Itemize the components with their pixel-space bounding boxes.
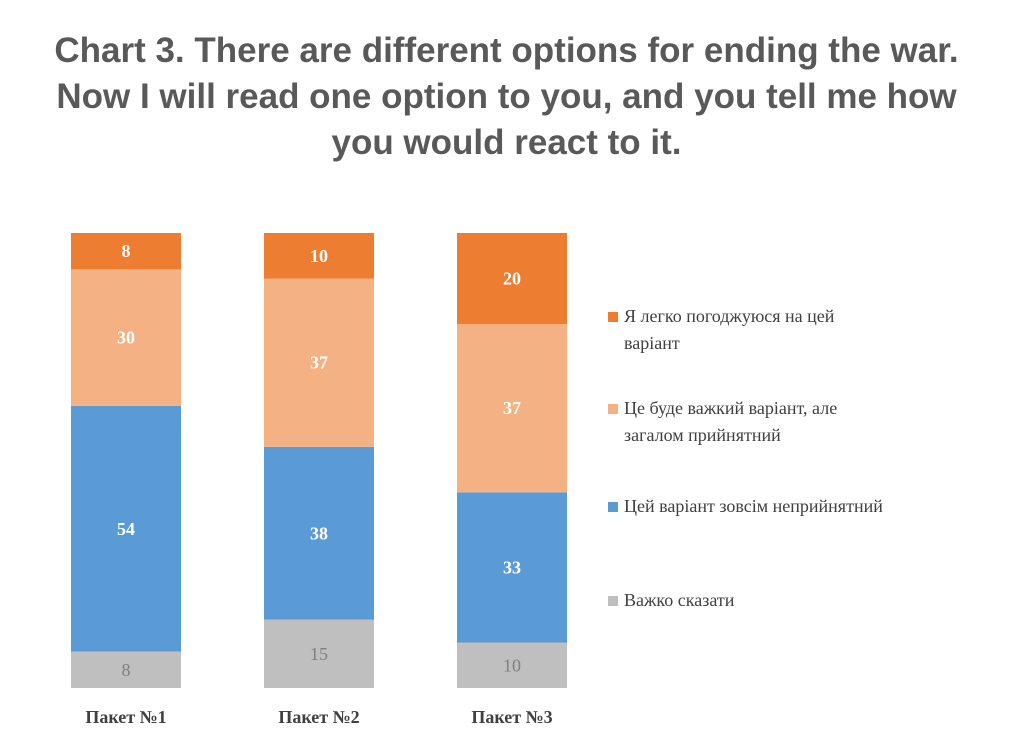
category-label-1: Пакет №1 bbox=[85, 707, 166, 727]
chart-title-line-1: Chart 3. There are different options for… bbox=[54, 31, 959, 70]
legend-swatch-3 bbox=[608, 502, 618, 512]
bar-segment-2-4 bbox=[264, 233, 374, 279]
legend-swatch-4 bbox=[608, 596, 618, 606]
bar-segment-2-2 bbox=[264, 446, 374, 620]
data-label-3-1: 10 bbox=[503, 655, 521, 675]
bar-segment-1-1 bbox=[71, 651, 181, 688]
legend-label-2: Це буде важкий варіант, але bbox=[624, 398, 837, 418]
chart-title-line-2: Now I will read one option to you, and y… bbox=[56, 77, 957, 116]
category-label-3: Пакет №3 bbox=[471, 707, 552, 727]
bar-segment-1-2 bbox=[71, 405, 181, 652]
data-label-1-2: 54 bbox=[117, 519, 135, 539]
bar-segment-1-3 bbox=[71, 269, 181, 406]
chart-title: Chart 3. There are different options for… bbox=[20, 28, 993, 166]
legend-swatch-1 bbox=[608, 312, 618, 322]
data-label-2-3: 37 bbox=[310, 353, 328, 373]
bar-segment-3-1 bbox=[457, 642, 567, 688]
bar-segment-3-4 bbox=[457, 233, 567, 324]
legend-swatch-2 bbox=[608, 404, 618, 414]
legend-label-4: Важко сказати bbox=[624, 590, 735, 610]
bar-segment-2-3 bbox=[264, 278, 374, 447]
bar-segment-1-4 bbox=[71, 233, 181, 270]
legend-label-1-line-2: варіант bbox=[624, 333, 680, 353]
data-label-2-2: 38 bbox=[310, 523, 328, 543]
data-label-1-4: 8 bbox=[122, 241, 131, 261]
data-label-1-1: 8 bbox=[122, 660, 131, 680]
chart-title-line-3: you would react to it. bbox=[331, 123, 682, 162]
bar-segment-2-1 bbox=[264, 619, 374, 688]
data-label-3-4: 20 bbox=[503, 269, 521, 289]
legend-label-3: Цей варіант зовсім неприйнятний bbox=[624, 496, 883, 516]
category-label-2: Пакет №2 bbox=[278, 707, 359, 727]
bar-segment-3-3 bbox=[457, 324, 567, 493]
legend-label-1: Я легко погоджуюся на цей bbox=[624, 306, 835, 326]
data-label-2-1: 15 bbox=[310, 644, 328, 664]
data-label-1-3: 30 bbox=[117, 328, 135, 348]
data-label-3-2: 33 bbox=[503, 557, 521, 577]
data-label-3-3: 37 bbox=[503, 398, 521, 418]
data-label-2-4: 10 bbox=[310, 246, 328, 266]
legend-label-2-line-2: загалом прийнятний bbox=[624, 425, 781, 445]
bar-segment-3-2 bbox=[457, 492, 567, 643]
